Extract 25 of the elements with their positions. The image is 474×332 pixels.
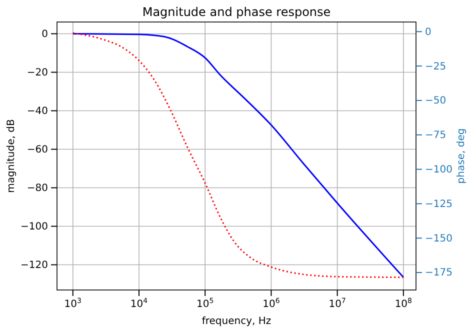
y2-axis-title: phase, deg [456, 128, 467, 184]
x-tick-label: 10$^{3}$ [64, 297, 82, 310]
y2-tick-label: −150 [425, 233, 452, 244]
y-axis-title: magnitude, dB [6, 119, 17, 193]
y2-tick-label: −175 [425, 268, 452, 279]
y2-tick-label: −25 [425, 61, 446, 72]
y-tick-label: 0 [42, 28, 48, 40]
x-tick-label: 10$^{7}$ [328, 297, 346, 310]
y2-tick-label: 0 [425, 26, 432, 38]
chart-title: Magnitude and phase response [142, 5, 331, 19]
y-tick-label: −20 [26, 67, 48, 78]
y2-tick-label: −50 [425, 96, 446, 107]
y-tick-label: −40 [26, 106, 48, 117]
x-tick-label: 10$^{4}$ [130, 297, 148, 310]
x-tick-label: 10$^{5}$ [196, 297, 214, 310]
y2-tick-label: −100 [425, 164, 452, 176]
y2-tick-label: −125 [425, 198, 452, 210]
y-tick-label: −120 [20, 260, 48, 271]
x-tick-label: 10$^{8}$ [394, 297, 412, 310]
y-tick-label: −100 [20, 221, 48, 232]
y-tick-label: −60 [26, 144, 48, 156]
x-tick-label: 10$^{6}$ [262, 297, 280, 310]
y2-tick-label: −75 [425, 130, 446, 142]
x-axis-title: frequency, Hz [202, 316, 272, 327]
y-tick-label: −80 [26, 182, 48, 194]
